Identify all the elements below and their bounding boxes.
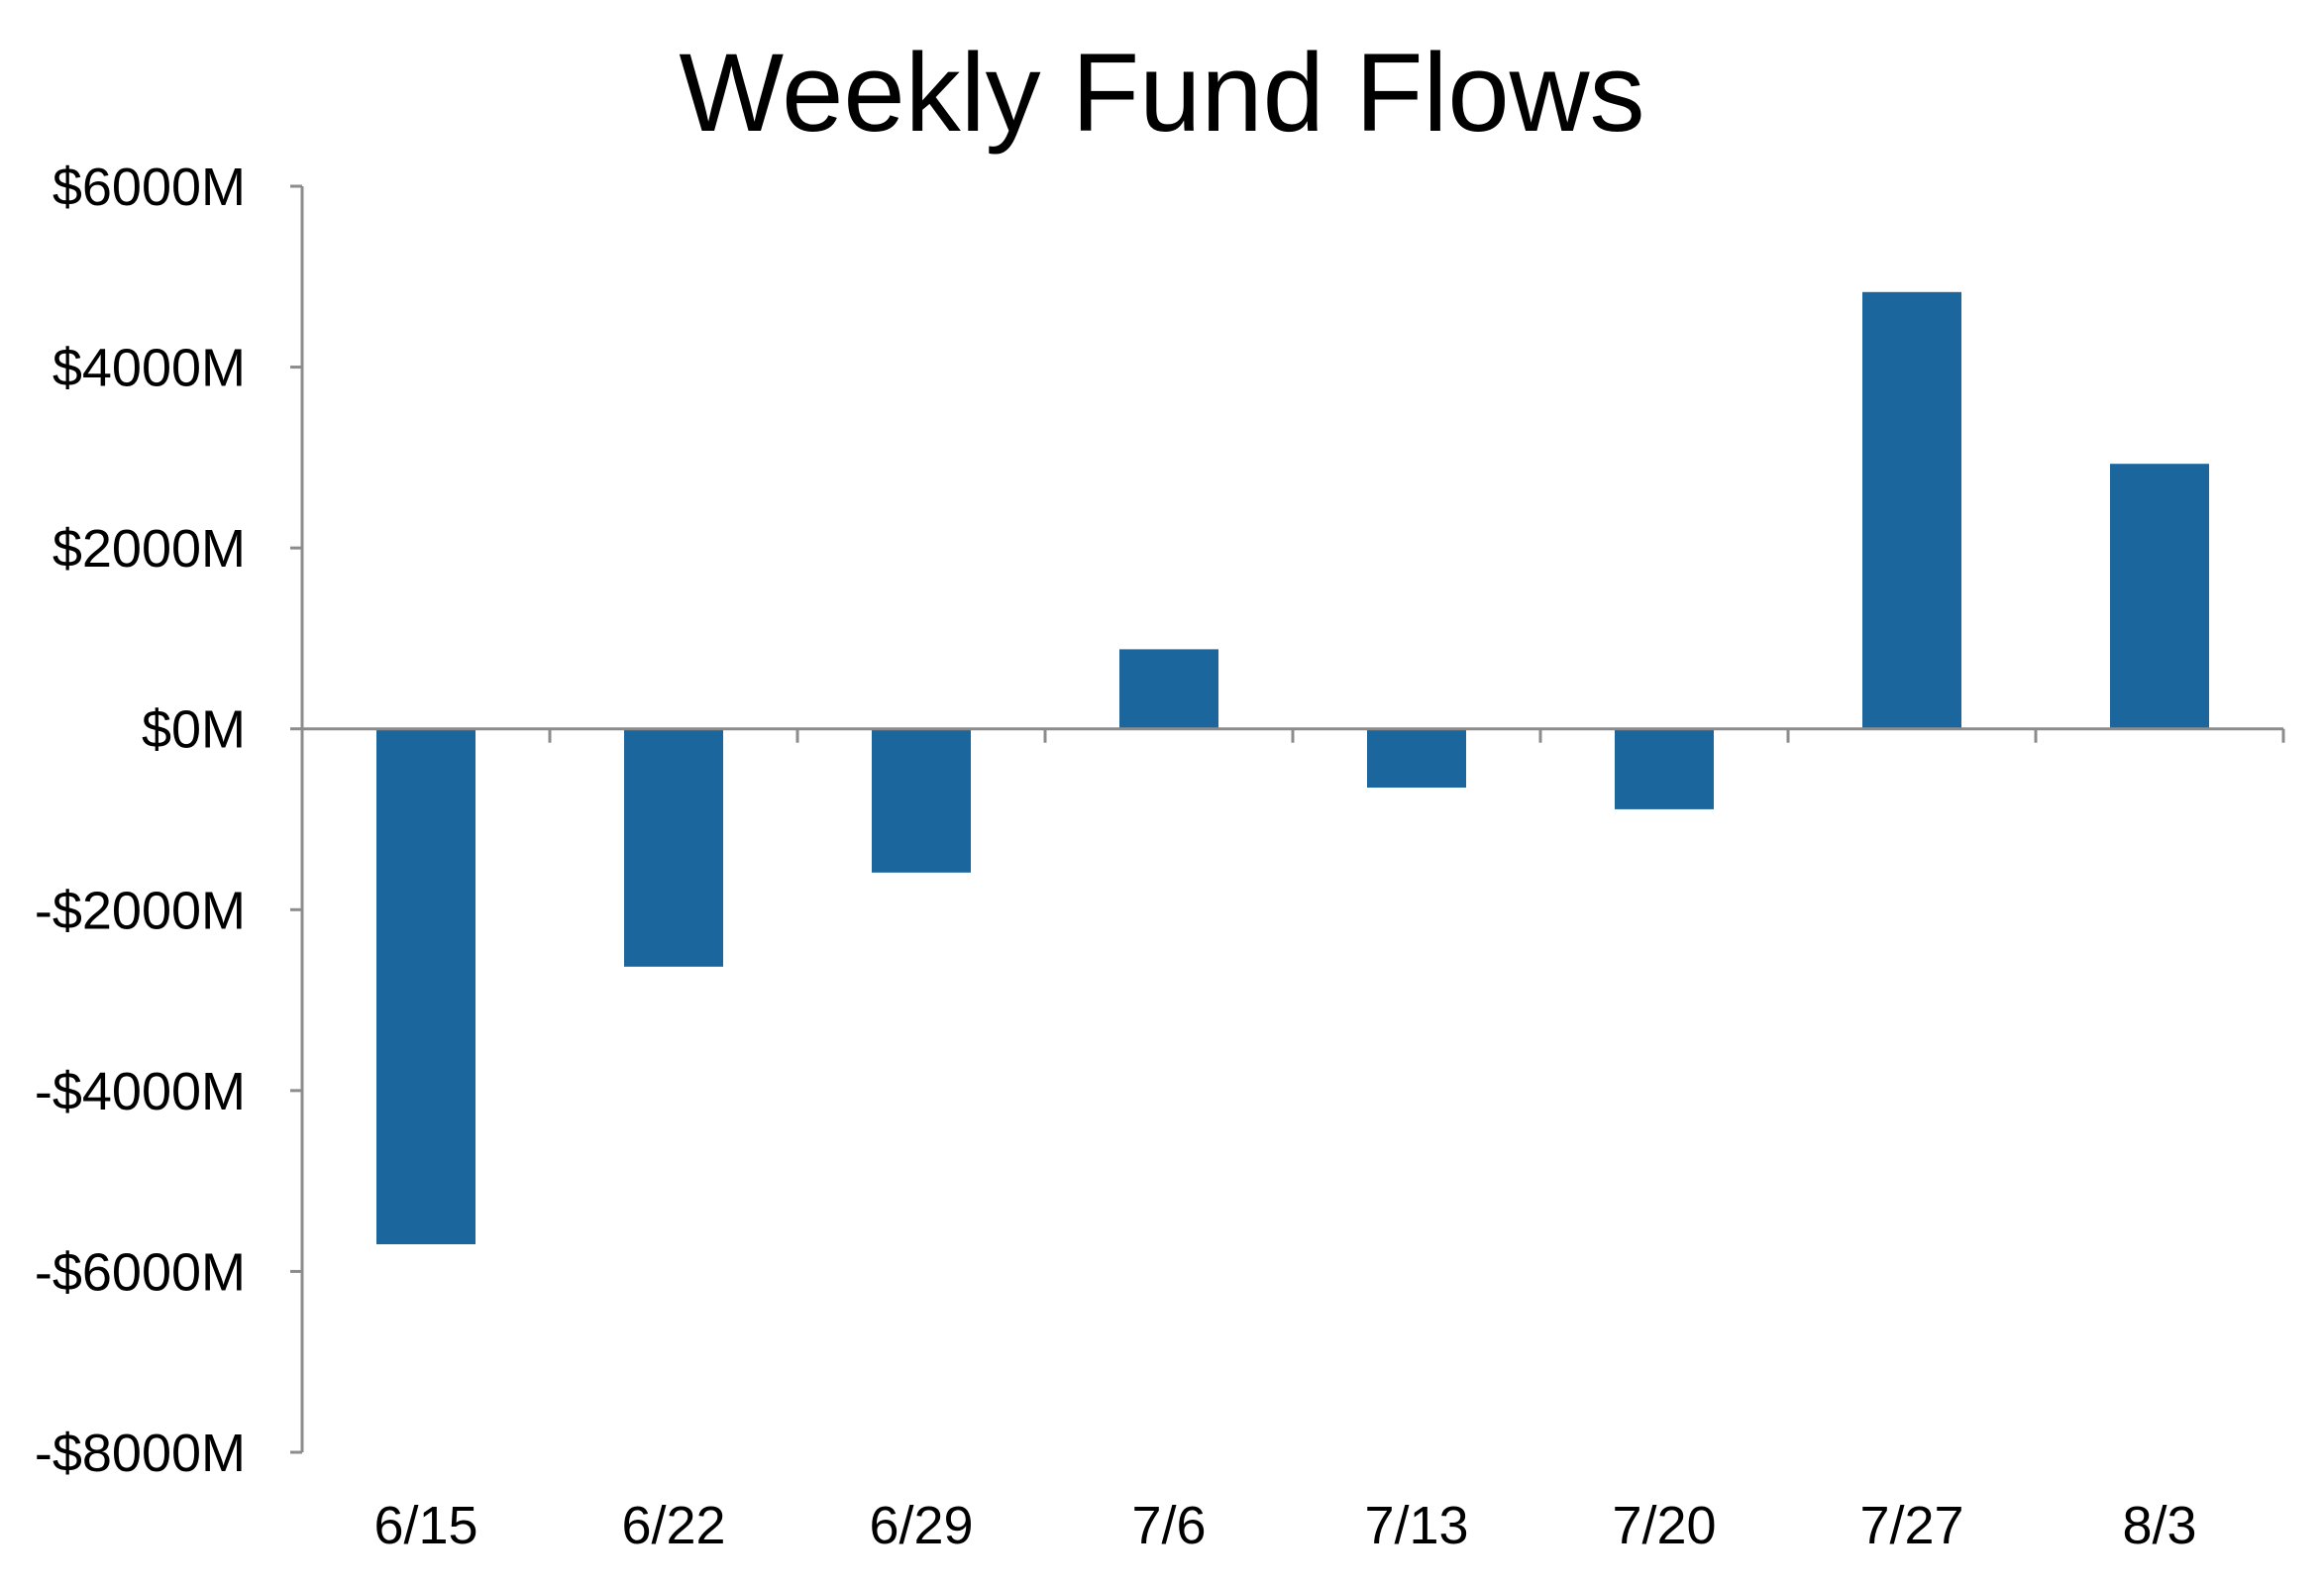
- bar-8-3: [2110, 464, 2209, 729]
- y-tick-label: -$6000M: [35, 1242, 246, 1302]
- x-tick-label: 7/20: [1612, 1496, 1716, 1555]
- bar-7-6: [1119, 649, 1218, 729]
- x-tick-label: 7/27: [1859, 1496, 1963, 1555]
- bar-7-27: [1862, 291, 1961, 729]
- labels-layer: $6000M $4000M $2000M $0M -$2000M -$4000M -$600…: [35, 158, 2197, 1555]
- axis-layer: [290, 184, 2285, 1454]
- x-tick-label: 6/29: [869, 1496, 973, 1555]
- y-tick-label: -$8000M: [35, 1424, 246, 1483]
- x-tick-label: 6/22: [621, 1496, 725, 1555]
- y-tick-label: -$4000M: [35, 1062, 246, 1121]
- x-tick-label: 7/13: [1364, 1496, 1468, 1555]
- bar-6-22: [624, 728, 723, 967]
- x-tick-label: 6/15: [373, 1496, 477, 1555]
- bars-layer: [376, 291, 2209, 1244]
- bar-6-29: [872, 728, 971, 873]
- y-tick-label: $0M: [142, 700, 246, 760]
- x-tick-label: 8/3: [2122, 1496, 2196, 1555]
- chart-title: Weekly Fund Flows: [679, 31, 1645, 155]
- bar-7-20: [1615, 728, 1714, 809]
- x-tick-label: 7/6: [1131, 1496, 1206, 1555]
- y-tick-label: -$2000M: [35, 881, 246, 940]
- bar-6-15: [376, 728, 475, 1244]
- y-tick-label: $4000M: [53, 339, 246, 398]
- y-tick-label: $6000M: [53, 158, 246, 217]
- y-tick-label: $2000M: [53, 519, 246, 579]
- bar-7-13: [1367, 728, 1466, 788]
